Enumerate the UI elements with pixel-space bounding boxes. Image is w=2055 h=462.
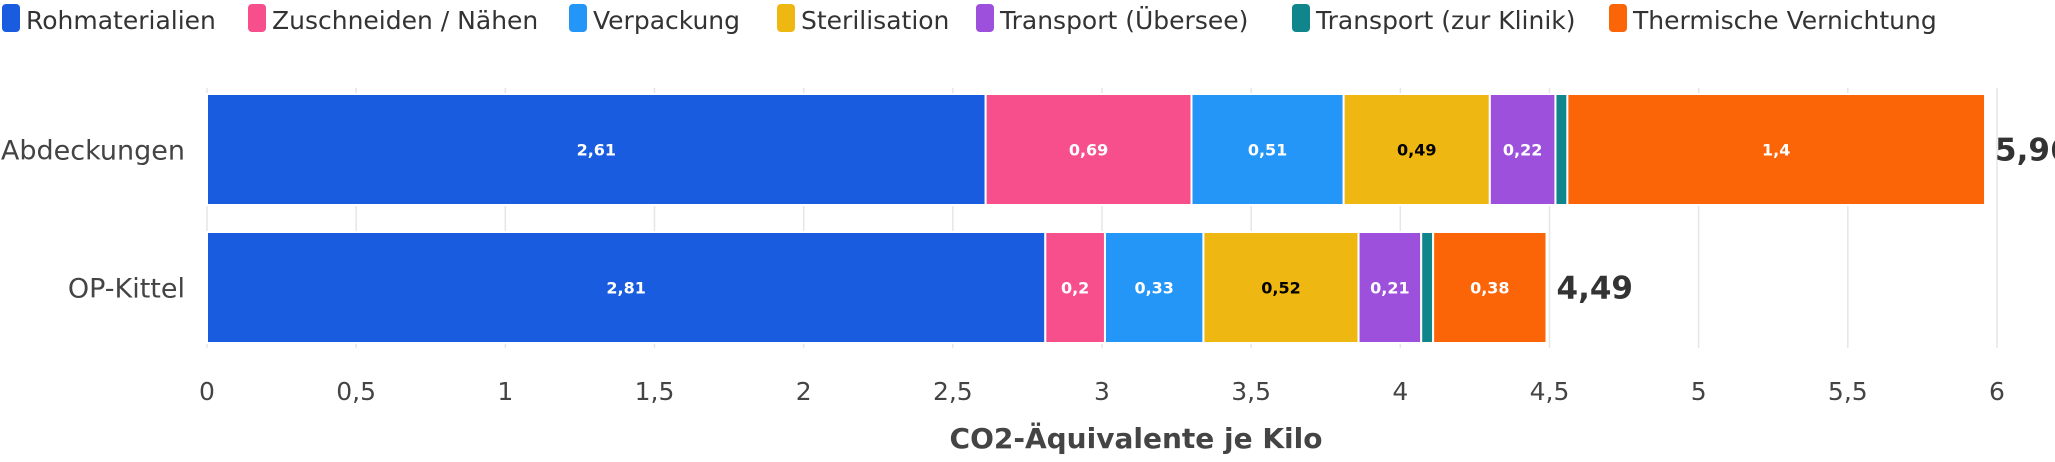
- x-tick-label: 4,5: [1530, 377, 1570, 406]
- bars: 2,61 0,69 0,51 0,49 0,22 1,4 5,96 2,81 0,2 0,33 0,…: [206, 93, 2055, 344]
- legend-swatch: [777, 4, 795, 32]
- legend-swatch: [976, 4, 994, 32]
- x-axis-title: CO2-Äquivalente je Kilo: [950, 421, 1323, 455]
- x-tick-label: 0,5: [336, 377, 376, 406]
- legend-swatch: [569, 4, 587, 32]
- bar-segment: [206, 231, 1047, 344]
- bar-total-label: 5,96: [1995, 133, 2055, 169]
- segment-value-label: 2,81: [606, 279, 645, 298]
- x-tick-label: 0: [199, 377, 215, 406]
- bar-segment: [984, 93, 1193, 206]
- segment-value-label: 1,4: [1762, 141, 1790, 160]
- segment-value-label: 0,49: [1397, 141, 1436, 160]
- legend-label: Sterilisation: [801, 6, 949, 35]
- legend-label: Rohmaterialien: [26, 6, 216, 35]
- segment-value-label: 2,61: [577, 141, 616, 160]
- segment-value-label: 0,69: [1069, 141, 1108, 160]
- bar-segment: [1488, 93, 1557, 206]
- bar-segment: [1432, 231, 1548, 344]
- x-tick-label: 4: [1392, 377, 1408, 406]
- x-tick-label: 5,5: [1828, 377, 1868, 406]
- y-axis-categories: Abdeckungen OP-Kittel: [1, 136, 185, 305]
- legend-label: Transport (Übersee): [999, 6, 1248, 35]
- bar-segment: [206, 93, 987, 206]
- bar-segment: [1420, 231, 1435, 344]
- bar-segment: [1202, 231, 1360, 344]
- segment-value-label: 0,22: [1503, 141, 1542, 160]
- x-tick-label: 2: [796, 377, 812, 406]
- segment-value-label: 0,52: [1261, 279, 1300, 298]
- legend-label: Zuschneiden / Nähen: [272, 6, 538, 35]
- legend-label: Thermische Vernichtung: [1632, 6, 1937, 35]
- x-tick-label: 1: [497, 377, 513, 406]
- x-tick-label: 6: [1989, 377, 2005, 406]
- bar-total-label: 4,49: [1557, 271, 1634, 307]
- bar-segment: [1190, 93, 1345, 206]
- x-tick-label: 3,5: [1231, 377, 1271, 406]
- x-axis-ticks: 0 0,5 1 1,5 2 2,5 3 3,5 4 4,5 5 5,5 6: [199, 377, 2005, 406]
- legend-swatch: [1609, 4, 1627, 32]
- legend: Rohmaterialien Zuschneiden / Nähen Verpack…: [2, 4, 1937, 35]
- x-tick-label: 2,5: [933, 377, 973, 406]
- segment-value-label: 0,38: [1470, 279, 1509, 298]
- segment-value-label: 0,21: [1370, 279, 1409, 298]
- category-label: Abdeckungen: [1, 136, 185, 167]
- segment-value-label: 0,2: [1061, 279, 1089, 298]
- x-tick-label: 5: [1691, 377, 1707, 406]
- x-tick-label: 3: [1094, 377, 1110, 406]
- segment-value-label: 0,51: [1248, 141, 1287, 160]
- bar-segment: [1342, 93, 1491, 206]
- segment-value-label: 0,33: [1134, 279, 1173, 298]
- legend-swatch: [248, 4, 266, 32]
- bar-segment: [1554, 93, 1569, 206]
- x-tick-label: 1,5: [635, 377, 675, 406]
- legend-swatch: [1292, 4, 1310, 32]
- bar-segment: [1357, 231, 1423, 344]
- bar-segment: [1103, 231, 1205, 344]
- legend-label: Verpackung: [593, 6, 740, 35]
- legend-swatch: [2, 4, 20, 32]
- bar-segment: [1566, 93, 1987, 206]
- legend-label: Transport (zur Klinik): [1315, 6, 1576, 35]
- category-label: OP-Kittel: [68, 274, 185, 305]
